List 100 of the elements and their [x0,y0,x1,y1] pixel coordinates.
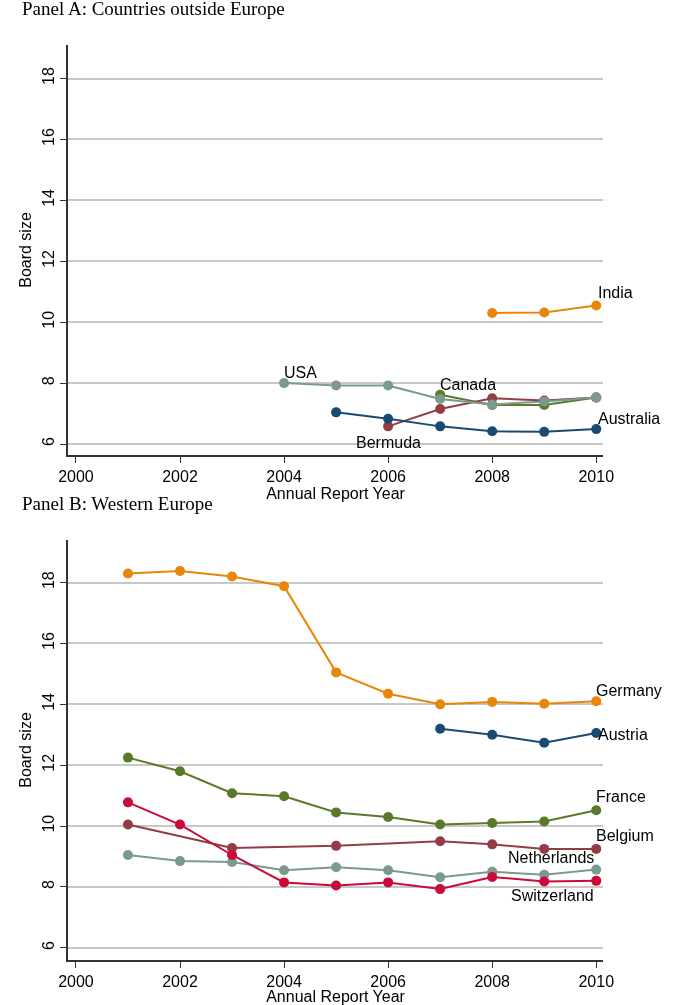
x-tick-label: 2002 [162,467,198,485]
annotation: Canada [440,376,497,393]
y-tick-label: 6 [39,940,57,950]
point [487,839,498,850]
point [487,729,498,740]
y-tick-label: 14 [39,692,57,711]
y-tick-label: 12 [39,753,57,772]
x-tick-label: 2010 [578,467,615,485]
y-tick-label: 10 [39,310,57,329]
point [122,797,133,808]
point [539,698,550,709]
annotation: Belgium [596,827,654,844]
point [279,877,290,888]
point [539,426,550,437]
y-tick-label: 6 [39,437,57,447]
y-tick-label: 16 [39,632,57,650]
point [487,696,498,707]
point [435,393,446,404]
y-tick-label: 18 [39,571,57,590]
point [383,865,394,876]
point [539,307,550,318]
x-tick-label: 2000 [58,467,94,485]
point [539,876,550,887]
point [435,404,446,414]
annotation: Germany [596,682,662,699]
point [227,788,238,799]
annotation: Bermuda [356,434,422,451]
y-tick-label: 12 [39,249,57,268]
point [331,862,342,873]
y-tick-label: 10 [39,814,57,833]
point [279,378,290,389]
point [591,875,602,886]
annotation: Australia [598,410,661,427]
y-tick-label: 16 [39,128,57,146]
annotation: Austria [598,726,648,743]
annotation: USA [284,364,318,381]
point [331,840,342,851]
annotation: India [598,284,633,301]
point [122,850,133,860]
point [591,300,602,311]
point [435,884,446,895]
y-axis-title: Board size [17,212,35,288]
point [435,699,446,710]
x-tick-label: 2000 [58,972,94,990]
point [591,424,602,435]
point [175,819,186,830]
point [383,380,394,391]
y-tick-label: 8 [39,376,57,386]
point [539,737,550,748]
point [122,752,133,763]
point [383,688,394,699]
point [435,836,446,847]
x-tick-label: 2004 [266,467,302,485]
chart-title: Panel A: Countries outside Europe [22,0,285,19]
point [591,864,602,875]
point [383,413,394,424]
point [591,805,602,816]
point [331,667,342,678]
point [227,571,238,582]
annotation: France [596,788,646,805]
y-axis-title: Board size [17,712,35,788]
x-axis-title: Annual Report Year [266,484,406,502]
x-axis-title: Annual Report Year [266,988,406,1005]
point [435,723,446,734]
point [175,566,186,577]
point [175,766,186,777]
x-tick-label: 2002 [162,972,198,990]
point [435,872,446,883]
point [487,871,498,882]
point [279,791,290,802]
point [435,421,446,432]
point [539,816,550,827]
annotation: Switzerland [511,887,594,904]
x-tick-label: 2008 [474,972,511,990]
x-tick-label: 2008 [474,467,511,485]
y-tick-label: 14 [39,188,57,207]
point [279,865,290,876]
point [227,850,238,860]
y-tick-label: 18 [39,67,57,86]
point [435,819,446,830]
point [122,819,133,830]
point [487,308,498,319]
point [331,380,342,391]
x-tick-label: 2006 [370,972,407,990]
y-tick-label: 8 [39,880,57,890]
point [383,877,394,888]
x-tick-label: 2010 [578,972,615,990]
point [487,818,498,829]
point [279,581,290,592]
point [122,568,133,579]
point [175,856,186,867]
point [487,426,498,437]
point [331,407,342,418]
x-tick-label: 2004 [266,972,302,990]
x-tick-label: 2006 [370,467,407,485]
annotation: Netherlands [508,849,595,866]
chart-title: Panel B: Western Europe [22,493,213,514]
point [383,811,394,822]
point [331,807,342,818]
point [331,880,342,891]
